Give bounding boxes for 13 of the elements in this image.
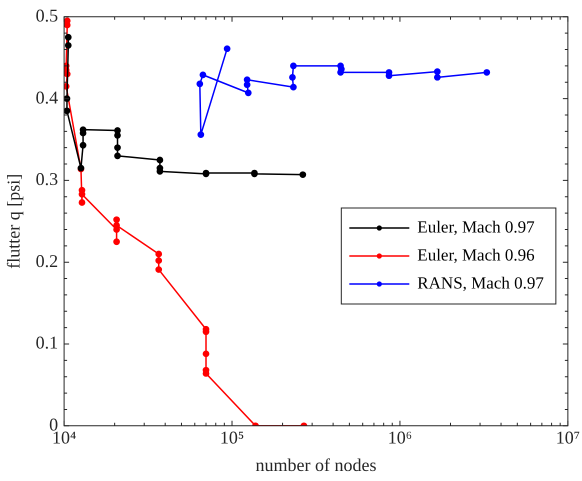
x-tick-label: 10⁶ [388, 427, 412, 448]
x-tick-label: 10⁵ [220, 427, 244, 448]
x-tick-label: 10⁷ [556, 427, 580, 448]
x-axis-title: number of nodes [255, 454, 376, 475]
y-tick-label: 0.3 [36, 169, 58, 190]
y-tick-label: 0.2 [36, 250, 58, 271]
legend-label: Euler, Mach 0.96 [417, 245, 535, 264]
legend-label: RANS, Mach 0.97 [417, 273, 544, 292]
legend-label: Euler, Mach 0.97 [417, 217, 536, 236]
y-tick-label: 0.4 [36, 87, 58, 108]
y-tick-label: 0.1 [36, 332, 58, 353]
y-tick-label: 0.5 [36, 6, 58, 26]
y-axis-title: flutter q [psi] [4, 174, 24, 269]
